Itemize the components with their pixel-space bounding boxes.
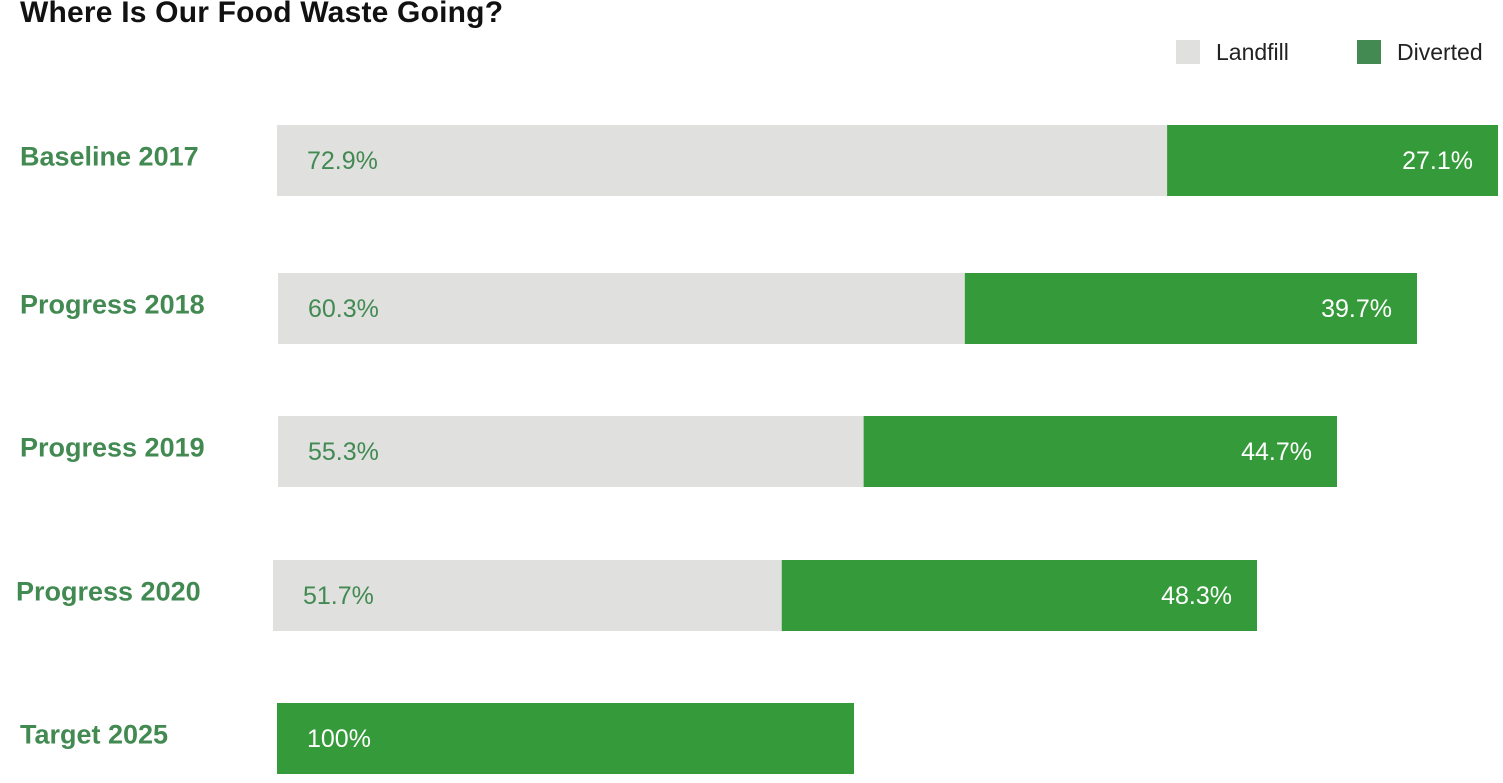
bar-diverted [964,273,1417,344]
value-label-diverted: 39.7% [1321,295,1392,323]
value-label-diverted: 100% [307,725,371,753]
legend-landfill: Landfill [1176,38,1289,65]
bar-diverted [1167,125,1498,196]
category-label: Baseline 2017 [20,142,199,172]
category-label: Progress 2018 [20,290,205,320]
bar-landfill [273,560,782,631]
legend-landfill-label: Landfill [1216,38,1289,65]
value-label-landfill: 72.9% [307,147,378,175]
value-label-landfill: 55.3% [308,438,379,466]
bar-diverted [277,703,854,774]
legend-diverted: Diverted [1357,38,1483,65]
bar-diverted [781,560,1257,631]
category-label: Progress 2019 [20,433,205,463]
legend-diverted-swatch [1357,40,1381,64]
value-label-diverted: 48.3% [1161,582,1232,610]
category-label: Progress 2020 [16,577,201,607]
bar-landfill [278,416,864,487]
legend-diverted-label: Diverted [1397,38,1483,65]
category-label: Target 2025 [20,720,168,750]
chart-title: Where Is Our Food Waste Going? [20,0,504,29]
legend-landfill-swatch [1176,40,1200,64]
value-label-diverted: 27.1% [1402,147,1473,175]
value-label-landfill: 51.7% [303,582,374,610]
value-label-diverted: 44.7% [1241,438,1312,466]
value-label-landfill: 60.3% [308,295,379,323]
bar-landfill [277,125,1168,196]
bar-landfill [278,273,965,344]
bar-diverted [863,416,1337,487]
